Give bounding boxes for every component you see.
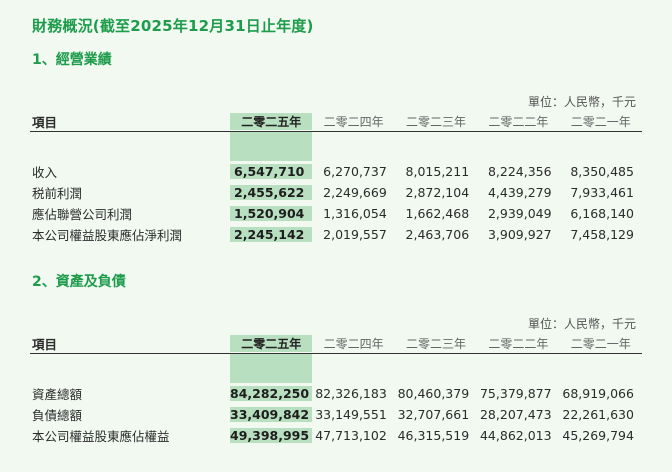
- section-title-operating-results: 1、經營業績: [32, 52, 112, 68]
- unit-note: 單位：人民幣，千元: [527, 95, 636, 109]
- value-cell: 33,409,842: [230, 407, 313, 422]
- value-cell: 6,168,140: [570, 206, 634, 221]
- value-cell: 28,207,473: [479, 407, 552, 422]
- value-cell: 44,862,013: [479, 428, 552, 443]
- table-spacer: [30, 132, 642, 161]
- operating-results-table: 項目 二零二五年 二零二四年 二零二三年 二零二二年 二零二一年 收入 6,54…: [30, 111, 642, 245]
- table-header-row: 項目 二零二五年 二零二四年 二零二三年 二零二二年 二零二一年: [30, 333, 642, 354]
- row-label: 税前利潤: [32, 186, 83, 201]
- year-header-2023: 二零二三年: [405, 336, 466, 351]
- value-cell: 2,872,104: [405, 185, 470, 200]
- value-cell: 2,249,669: [323, 185, 387, 200]
- year-header-2021: 二零二一年: [570, 114, 631, 129]
- year-header-2024: 二零二四年: [323, 336, 384, 351]
- section-title-assets-liabilities: 2、資產及負債: [32, 274, 126, 290]
- value-cell: 2,019,557: [323, 227, 387, 242]
- value-cell: 1,316,054: [323, 206, 387, 221]
- value-cell: 1,520,904: [230, 206, 313, 221]
- table-row: 應佔聯營公司利潤 1,520,904 1,316,054 1,662,468 2…: [30, 203, 642, 224]
- value-cell: 2,463,706: [405, 227, 470, 242]
- table-header-row: 項目 二零二五年 二零二四年 二零二三年 二零二二年 二零二一年: [30, 111, 642, 132]
- row-label: 應佔聯營公司利潤: [32, 207, 133, 222]
- row-label: 本公司權益股東應佔權益: [32, 429, 170, 444]
- value-cell: 6,270,737: [323, 164, 387, 179]
- value-cell: 82,326,183: [315, 386, 387, 401]
- value-cell: 4,439,279: [487, 185, 552, 200]
- table-row: 本公司權益股東應佔權益 49,398,995 47,713,102 46,315…: [30, 425, 642, 446]
- row-label: 負債總額: [32, 408, 83, 423]
- table-row: 資產總額 84,282,250 82,326,183 80,460,379 75…: [30, 383, 642, 404]
- table-row: 負債總額 33,409,842 33,149,551 32,707,661 28…: [30, 404, 642, 425]
- value-cell: 2,939,049: [487, 206, 552, 221]
- value-cell: 49,398,995: [230, 428, 313, 443]
- table-row: 本公司權益股東應佔淨利潤 2,245,142 2,019,557 2,463,7…: [30, 224, 642, 245]
- item-column-header: 項目: [32, 114, 58, 130]
- value-cell: 80,460,379: [397, 386, 470, 401]
- value-cell: 84,282,250: [230, 386, 313, 401]
- value-cell: 8,350,485: [570, 164, 634, 179]
- unit-note: 單位：人民幣，千元: [527, 317, 636, 331]
- value-cell: 1,662,468: [405, 206, 470, 221]
- table-row: 税前利潤 2,455,622 2,249,669 2,872,104 4,439…: [30, 182, 642, 203]
- year-header-2025: 二零二五年: [230, 112, 313, 130]
- value-cell: 2,245,142: [230, 227, 313, 242]
- page-title: 財務概況(截至2025年12月31日止年度): [32, 17, 314, 35]
- value-cell: 8,224,356: [487, 164, 552, 179]
- value-cell: 68,919,066: [562, 386, 634, 401]
- assets-liabilities-table: 項目 二零二五年 二零二四年 二零二三年 二零二二年 二零二一年 資產總額 84…: [30, 333, 642, 446]
- value-cell: 45,269,794: [562, 428, 634, 443]
- table-row: 收入 6,547,710 6,270,737 8,015,211 8,224,3…: [30, 161, 642, 182]
- year-header-2024: 二零二四年: [323, 114, 384, 129]
- row-label: 本公司權益股東應佔淨利潤: [32, 228, 183, 243]
- value-cell: 3,909,927: [487, 227, 552, 242]
- value-cell: 46,315,519: [397, 428, 470, 443]
- value-cell: 22,261,630: [562, 407, 634, 422]
- value-cell: 6,547,710: [230, 164, 313, 179]
- value-cell: 33,149,551: [315, 407, 387, 422]
- value-cell: 47,713,102: [315, 428, 387, 443]
- value-cell: 32,707,661: [397, 407, 470, 422]
- year-header-2022: 二零二二年: [488, 114, 549, 129]
- year-header-2025: 二零二五年: [230, 334, 313, 352]
- row-label: 收入: [32, 165, 58, 180]
- value-cell: 8,015,211: [405, 164, 470, 179]
- row-label: 資產總額: [32, 387, 83, 402]
- value-cell: 2,455,622: [230, 185, 313, 200]
- value-cell: 75,379,877: [479, 386, 552, 401]
- year-header-2022: 二零二二年: [488, 336, 549, 351]
- value-cell: 7,933,461: [570, 185, 634, 200]
- year-header-2023: 二零二三年: [405, 114, 466, 129]
- year-header-2021: 二零二一年: [570, 336, 631, 351]
- value-cell: 7,458,129: [570, 227, 634, 242]
- item-column-header: 項目: [32, 336, 58, 352]
- table-spacer: [30, 354, 642, 383]
